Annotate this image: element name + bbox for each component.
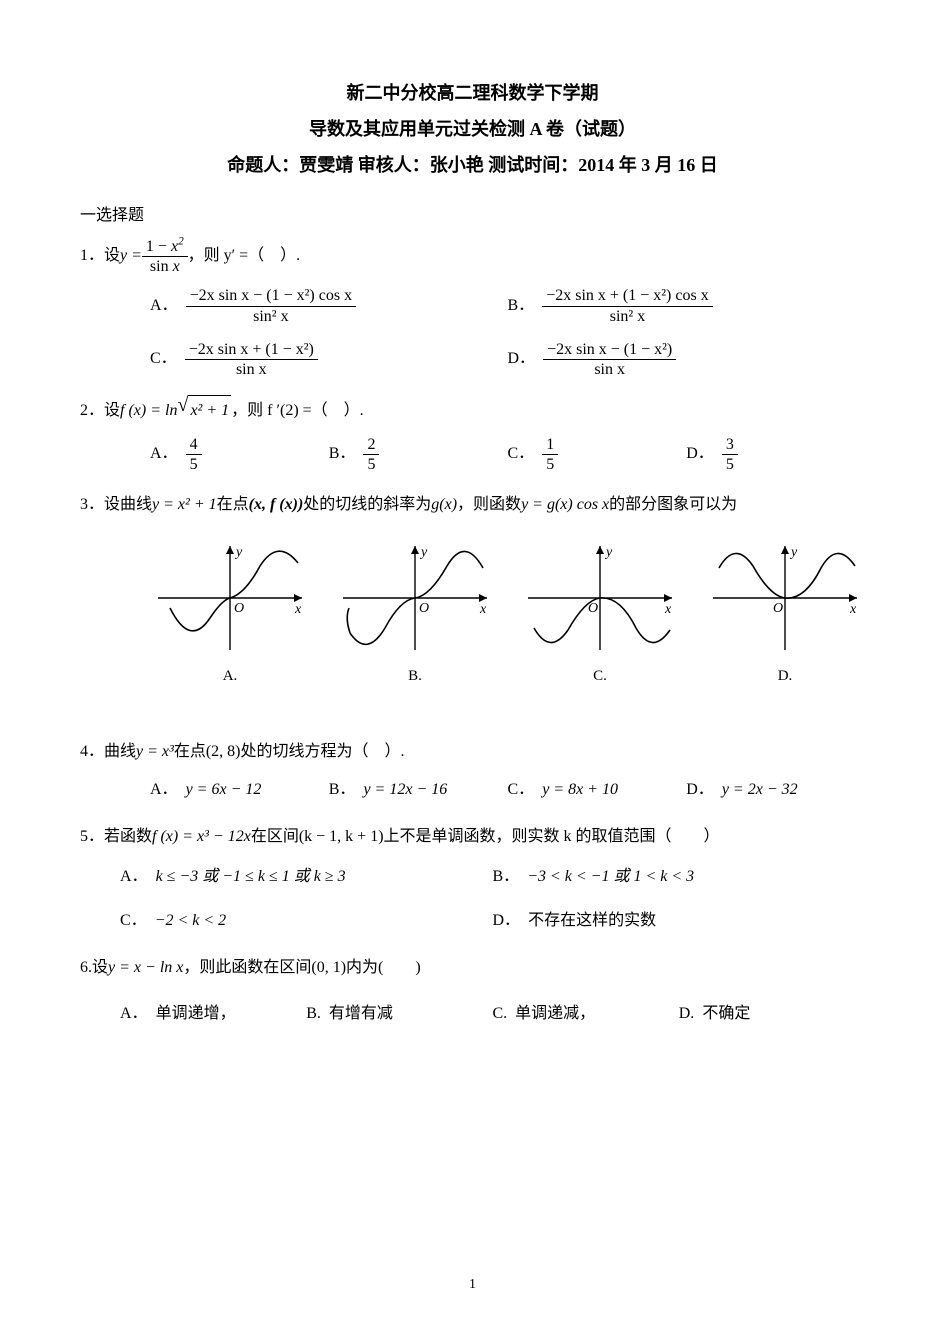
q6-opt-d: D.不确定 bbox=[679, 999, 865, 1029]
q6-opt-c: C.单调递减， bbox=[493, 999, 679, 1029]
question-6: 6.设 y = x − ln x ，则此函数在区间 (0, 1) 内为( ) A… bbox=[80, 953, 865, 1030]
q4-opt-c: C．y = 8x + 10 bbox=[508, 775, 687, 805]
svg-text:x: x bbox=[294, 602, 302, 617]
q4-opt-d: D．y = 2x − 32 bbox=[686, 775, 865, 805]
q5-options: A．k ≤ −3 或 −1 ≤ k ≤ 1 或 k ≥ 3 B．−3 < k <… bbox=[120, 862, 865, 937]
q5-opt-a: A．k ≤ −3 或 −1 ≤ k ≤ 1 或 k ≥ 3 bbox=[120, 862, 493, 892]
q3-graph-d: y x O D. bbox=[705, 538, 865, 691]
svg-text:x: x bbox=[849, 602, 857, 617]
svg-text:O: O bbox=[234, 601, 244, 616]
q3-graph-a: y x O A. bbox=[150, 538, 310, 691]
svg-text:O: O bbox=[419, 601, 429, 616]
q5-opt-b: B．−3 < k < −1 或 1 < k < 3 bbox=[493, 862, 866, 892]
q1-opt-a: A． −2x sin x − (1 − x²) cos x sin² x bbox=[150, 286, 508, 325]
q1-options: A． −2x sin x − (1 − x²) cos x sin² x B． … bbox=[150, 286, 865, 379]
q6-opt-a: A．单调递增， bbox=[120, 999, 306, 1029]
q6-opt-b: B.有增有减 bbox=[306, 999, 492, 1029]
q2-fx: f (x) = ln bbox=[120, 396, 177, 426]
svg-text:y: y bbox=[419, 545, 428, 560]
question-3: 3．设曲线 y = x² + 1 在点 (x, f (x)) 处的切线的斜率为 … bbox=[80, 490, 865, 691]
q2-opt-b: B． 25 bbox=[329, 435, 508, 474]
q3-graphs: y x O A. y x O B. bbox=[150, 538, 865, 691]
q1-opt-c: C． −2x sin x + (1 − x²) sin x bbox=[150, 340, 508, 379]
q2-opt-d: D． 35 bbox=[686, 435, 865, 474]
q2-options: A． 45 B． 25 C． 15 D． 35 bbox=[150, 435, 865, 474]
svg-text:y: y bbox=[604, 545, 613, 560]
question-1: 1．设 y = 1 − x2 sin x ，则 y′ =（ ）. A． −2x … bbox=[80, 237, 865, 379]
title-line-1: 新二中分校高二理科数学下学期 bbox=[80, 75, 865, 111]
q1-lhs-frac: 1 − x2 sin x bbox=[142, 237, 188, 276]
question-2: 2．设 f (x) = ln √ x² + 1 ，则 f ′(2) =（ ）. … bbox=[80, 395, 865, 474]
q1-lead: 1．设 bbox=[80, 241, 120, 271]
q2-opt-c: C． 15 bbox=[508, 435, 687, 474]
page-number: 1 bbox=[0, 1277, 945, 1293]
q4-options: A．y = 6x − 12 B．y = 12x − 16 C．y = 8x + … bbox=[150, 775, 865, 805]
svg-text:x: x bbox=[664, 602, 672, 617]
q6-options: A．单调递增， B.有增有减 C.单调递减， D.不确定 bbox=[120, 999, 865, 1029]
q3-graph-c: y x O C. bbox=[520, 538, 680, 691]
q5-opt-d: D．不存在这样的实数 bbox=[493, 906, 866, 936]
q4-opt-b: B．y = 12x − 16 bbox=[329, 775, 508, 805]
q2-mid: ，则 f ′(2) =（ ）. bbox=[231, 396, 364, 426]
q4-opt-a: A．y = 6x − 12 bbox=[150, 775, 329, 805]
q1-opt-b: B． −2x sin x + (1 − x²) cos x sin² x bbox=[508, 286, 866, 325]
svg-text:y: y bbox=[789, 545, 798, 560]
svg-text:O: O bbox=[773, 601, 783, 616]
title-line-2: 导数及其应用单元过关检测 A 卷（试题） bbox=[80, 111, 865, 147]
section-heading: 一选择题 bbox=[80, 201, 865, 225]
q1-tail: ，则 y′ =（ ）. bbox=[188, 241, 301, 271]
title-line-3: 命题人：贾雯靖 审核人：张小艳 测试时间：2014 年 3 月 16 日 bbox=[80, 147, 865, 183]
svg-text:y: y bbox=[234, 545, 243, 560]
q5-opt-c: C．−2 < k < 2 bbox=[120, 906, 493, 936]
q1-y-eq: y = bbox=[120, 241, 142, 271]
q1-opt-d: D． −2x sin x − (1 − x²) sin x bbox=[508, 340, 866, 379]
sqrt-icon: √ x² + 1 bbox=[177, 395, 231, 426]
doc-header: 新二中分校高二理科数学下学期 导数及其应用单元过关检测 A 卷（试题） 命题人：… bbox=[80, 75, 865, 183]
q3-graph-b: y x O B. bbox=[335, 538, 495, 691]
q2-opt-a: A． 45 bbox=[150, 435, 329, 474]
q2-lead: 2．设 bbox=[80, 396, 120, 426]
svg-text:x: x bbox=[479, 602, 487, 617]
question-4: 4．曲线 y = x³ 在点 (2, 8) 处的切线方程为（ ）. A．y = … bbox=[80, 737, 865, 806]
question-5: 5．若函数 f (x) = x³ − 12x 在区间 (k − 1, k + 1… bbox=[80, 822, 865, 937]
